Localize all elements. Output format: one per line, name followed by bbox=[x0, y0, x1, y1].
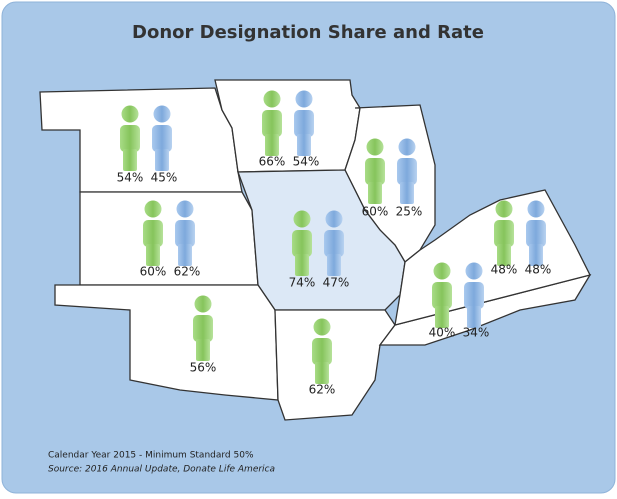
person-legs bbox=[315, 362, 329, 384]
person-legs bbox=[146, 244, 160, 266]
state bbox=[214, 79, 361, 173]
person-head bbox=[366, 138, 384, 156]
person-legs bbox=[297, 134, 311, 156]
person-icon bbox=[120, 105, 140, 171]
person-head bbox=[465, 262, 483, 280]
share-label: 62% bbox=[309, 383, 336, 397]
share-label: 54% bbox=[117, 171, 144, 185]
share-label: 60% bbox=[362, 205, 389, 219]
footer-note: Calendar Year 2015 - Minimum Standard 50… bbox=[48, 451, 254, 461]
rate-label: 25% bbox=[396, 205, 423, 219]
person-body bbox=[312, 338, 332, 365]
person-icon bbox=[143, 200, 163, 266]
person-body bbox=[143, 220, 163, 247]
footer-source: Source: 2016 Annual Update, Donate Life … bbox=[48, 465, 275, 475]
person-legs bbox=[497, 244, 511, 266]
state bbox=[274, 309, 396, 421]
person-icon bbox=[175, 200, 195, 266]
person-icon bbox=[432, 262, 452, 328]
person-body bbox=[432, 282, 452, 309]
person-legs bbox=[178, 244, 192, 266]
person-legs bbox=[196, 339, 210, 361]
person-head bbox=[194, 295, 212, 313]
rate-label: 62% bbox=[174, 265, 201, 279]
person-icon bbox=[294, 90, 314, 156]
share-label: 40% bbox=[429, 326, 456, 340]
person-icon bbox=[152, 105, 172, 171]
person-body bbox=[152, 125, 172, 152]
state bbox=[378, 273, 592, 346]
person-legs bbox=[295, 254, 309, 276]
rate-label: 34% bbox=[463, 326, 490, 340]
person-icon bbox=[193, 295, 213, 361]
person-head bbox=[433, 262, 451, 280]
person-body bbox=[365, 158, 385, 185]
state bbox=[39, 87, 243, 193]
person-legs bbox=[155, 149, 169, 171]
person-head bbox=[295, 90, 313, 108]
person-head bbox=[398, 138, 416, 156]
person-head bbox=[293, 210, 311, 228]
person-legs bbox=[529, 244, 543, 266]
person-icon bbox=[292, 210, 312, 276]
person-legs bbox=[265, 134, 279, 156]
person-body bbox=[175, 220, 195, 247]
person-icon bbox=[365, 138, 385, 204]
person-icon bbox=[397, 138, 417, 204]
share-label: 66% bbox=[259, 155, 286, 169]
person-body bbox=[464, 282, 484, 309]
person-body bbox=[397, 158, 417, 185]
person-legs bbox=[400, 182, 414, 204]
person-head bbox=[325, 210, 343, 228]
rate-label: 54% bbox=[293, 155, 320, 169]
person-body bbox=[526, 220, 546, 247]
rate-label: 45% bbox=[151, 171, 178, 185]
person-body bbox=[193, 315, 213, 342]
person-head bbox=[527, 200, 545, 218]
state bbox=[54, 284, 279, 401]
person-body bbox=[120, 125, 140, 152]
rate-label: 48% bbox=[525, 263, 552, 277]
person-icon bbox=[324, 210, 344, 276]
person-icon bbox=[262, 90, 282, 156]
person-head bbox=[313, 318, 331, 336]
person-head bbox=[176, 200, 194, 218]
share-label: 74% bbox=[289, 276, 316, 290]
person-legs bbox=[327, 254, 341, 276]
share-label: 60% bbox=[140, 265, 167, 279]
person-head bbox=[153, 105, 171, 123]
title: Donor Designation Share and Rate bbox=[132, 22, 484, 43]
rate-label: 47% bbox=[323, 276, 350, 290]
person-icon bbox=[464, 262, 484, 328]
person-body bbox=[494, 220, 514, 247]
person-legs bbox=[123, 149, 137, 171]
person-body bbox=[324, 230, 344, 257]
person-head bbox=[144, 200, 162, 218]
person-head bbox=[495, 200, 513, 218]
person-legs bbox=[435, 306, 449, 328]
state bbox=[79, 191, 259, 286]
person-body bbox=[262, 110, 282, 137]
person-head bbox=[263, 90, 281, 108]
person-body bbox=[292, 230, 312, 257]
person-icon bbox=[312, 318, 332, 384]
share-label: 56% bbox=[190, 361, 217, 375]
person-legs bbox=[467, 306, 481, 328]
person-body bbox=[294, 110, 314, 137]
person-icon bbox=[494, 200, 514, 266]
share-label: 48% bbox=[491, 263, 518, 277]
person-legs bbox=[368, 182, 382, 204]
person-head bbox=[121, 105, 139, 123]
person-icon bbox=[526, 200, 546, 266]
